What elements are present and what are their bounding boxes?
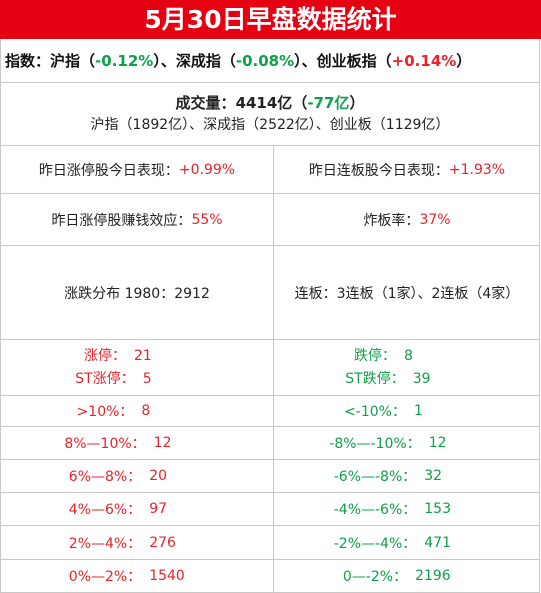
cy-index-value: +0.14% [391, 51, 457, 70]
down-range-label: -2%—-4%： [333, 535, 417, 552]
down-range-value: 153 [424, 501, 451, 517]
performance-row: 昨日涨停股今日表现： +0.99% 昨日连板股今日表现： +1.93% [0, 146, 540, 194]
down-range-label: <-10%： [344, 404, 406, 420]
st-limit-up-label: ST涨停： [75, 370, 135, 387]
volume-cell: 成交量：4414亿（-77亿） 沪指（1892亿）、深成指（2522亿）、创业板… [1, 83, 539, 145]
up-range-value: 276 [149, 534, 176, 551]
st-limit-down-label: ST跌停： [345, 370, 405, 387]
down-range-label: -4%—-6%： [333, 502, 417, 518]
down-range-label: 0—-2%： [342, 569, 408, 585]
break-rate-value: 37% [419, 211, 451, 228]
limitup-performance: 昨日涨停股今日表现： +0.99% [1, 146, 274, 193]
up-range-value: 97 [149, 501, 168, 517]
volume-change: -77亿 [307, 94, 350, 112]
table-row: 8%—10%： 12 -8%—-10%： 12 [0, 427, 540, 460]
st-limit-up-value: 5 [142, 370, 152, 387]
consecutive-boards: 连板：3连板（1家）、2连板（4家） [294, 285, 520, 302]
volume-label: 成交量： [175, 94, 236, 112]
break-rate: 炸板率： 37% [274, 194, 540, 245]
sz-index-label: 深成指 [175, 52, 221, 70]
index-prefix: 指数： [5, 52, 51, 70]
up-range-label: 8%—10%： [64, 436, 146, 452]
up-range-label: 4%—6%： [68, 502, 142, 518]
volume-detail: 沪指（1892亿）、深成指（2522亿）、创业板（1129亿） [90, 117, 450, 133]
table-row: 2%—4%： 276 -2%—-4%： 471 [0, 526, 540, 560]
page-title: 5月30日早盘数据统计 [0, 0, 541, 39]
limit-up-value: 21 [134, 347, 152, 364]
cy-index-label: 创业板指 [316, 52, 377, 70]
limit-down-value: 8 [404, 347, 413, 364]
volume-total: 4414亿 [235, 94, 293, 112]
down-range-value: 2196 [415, 568, 451, 584]
up-range-cell: 2%—4%： 276 [1, 526, 274, 559]
down-range-cell: -4%—-6%： 153 [274, 493, 540, 525]
st-limit-down-value: 39 [412, 370, 431, 387]
up-range-cell: 8%—10%： 12 [1, 427, 274, 459]
up-range-label: 2%—4%： [68, 535, 142, 552]
consecutive-performance: 昨日连板股今日表现： +1.93% [274, 146, 540, 193]
down-range-cell: <-10%： 1 [274, 396, 540, 426]
distribution-row: 涨跌分布 1980：2912 连板：3连板（1家）、2连板（4家） [0, 246, 540, 340]
up-range-label: 0%—2%： [68, 569, 142, 585]
distribution: 涨跌分布 1980：2912 [1, 246, 274, 339]
limit-row: 涨停： 21 ST涨停： 5 跌停： 8 ST跌停： 39 [0, 340, 540, 396]
profit-effect-value: 55% [191, 211, 223, 228]
down-range-cell: -6%—-8%： 32 [274, 460, 540, 492]
index-summary: 指数： 沪指（ -0.12%）、 深成指（ -0.08%）、 创业板指（ +0.… [5, 51, 472, 71]
down-range-value: 32 [424, 468, 443, 484]
down-range-value: 1 [413, 403, 423, 419]
up-range-value: 12 [153, 435, 172, 451]
up-range-value: 1540 [149, 568, 185, 584]
sh-index-value: -0.12% [95, 51, 154, 70]
sh-index-label: 沪指 [50, 52, 81, 70]
consecutive-performance-label: 昨日连板股今日表现： [308, 162, 449, 179]
table-row: 6%—8%： 20 -6%—-8%： 32 [0, 460, 540, 493]
up-range-cell: 4%—6%： 97 [1, 493, 274, 525]
limitup-performance-label: 昨日涨停股今日表现： [38, 162, 179, 179]
up-range-cell: 0%—2%： 1540 [1, 560, 274, 592]
down-range-value: 12 [428, 435, 447, 451]
up-range-label: >10%： [76, 404, 134, 420]
limitup-performance-value: +0.99% [178, 161, 236, 178]
consecutive-performance-value: +1.93% [448, 161, 506, 178]
up-range-label: 6%—8%： [68, 469, 142, 485]
down-range-cell: 0—-2%： 2196 [274, 560, 540, 592]
down-range-cell: -2%—-4%： 471 [274, 526, 540, 559]
table-row: >10%： 8 <-10%： 1 [0, 396, 540, 427]
profit-effect-label: 昨日涨停股赚钱效应： [51, 212, 192, 229]
up-range-cell: >10%： 8 [1, 396, 274, 426]
up-range-value: 8 [141, 403, 151, 419]
limit-down-label: 跌停： [354, 347, 396, 364]
down-range-cell: -8%—-10%： 12 [274, 427, 540, 459]
up-range-value: 20 [149, 468, 168, 484]
table-row: 0%—2%： 1540 0—-2%： 2196 [0, 560, 540, 593]
down-range-label: -6%—-8%： [333, 469, 417, 485]
volume-line: 成交量：4414亿（-77亿） [175, 94, 365, 112]
table-row: 4%—6%： 97 -4%—-6%： 153 [0, 493, 540, 526]
limit-up-label: 涨停： [84, 347, 126, 364]
limit-down-cell: 跌停： 8 ST跌停： 39 [274, 340, 540, 395]
down-range-label: -8%—-10%： [329, 436, 421, 452]
limit-up-cell: 涨停： 21 ST涨停： 5 [1, 340, 274, 395]
sz-index-value: -0.08% [235, 51, 295, 70]
up-range-cell: 6%—8%： 20 [1, 460, 274, 492]
profit-effect: 昨日涨停股赚钱效应： 55% [1, 194, 274, 245]
break-rate-label: 炸板率： [363, 212, 420, 229]
down-range-value: 471 [424, 534, 451, 551]
volume-row: 成交量：4414亿（-77亿） 沪指（1892亿）、深成指（2522亿）、创业板… [0, 83, 540, 146]
index-row: 指数： 沪指（ -0.12%）、 深成指（ -0.08%）、 创业板指（ +0.… [0, 39, 540, 83]
effect-row: 昨日涨停股赚钱效应： 55% 炸板率： 37% [0, 194, 540, 246]
